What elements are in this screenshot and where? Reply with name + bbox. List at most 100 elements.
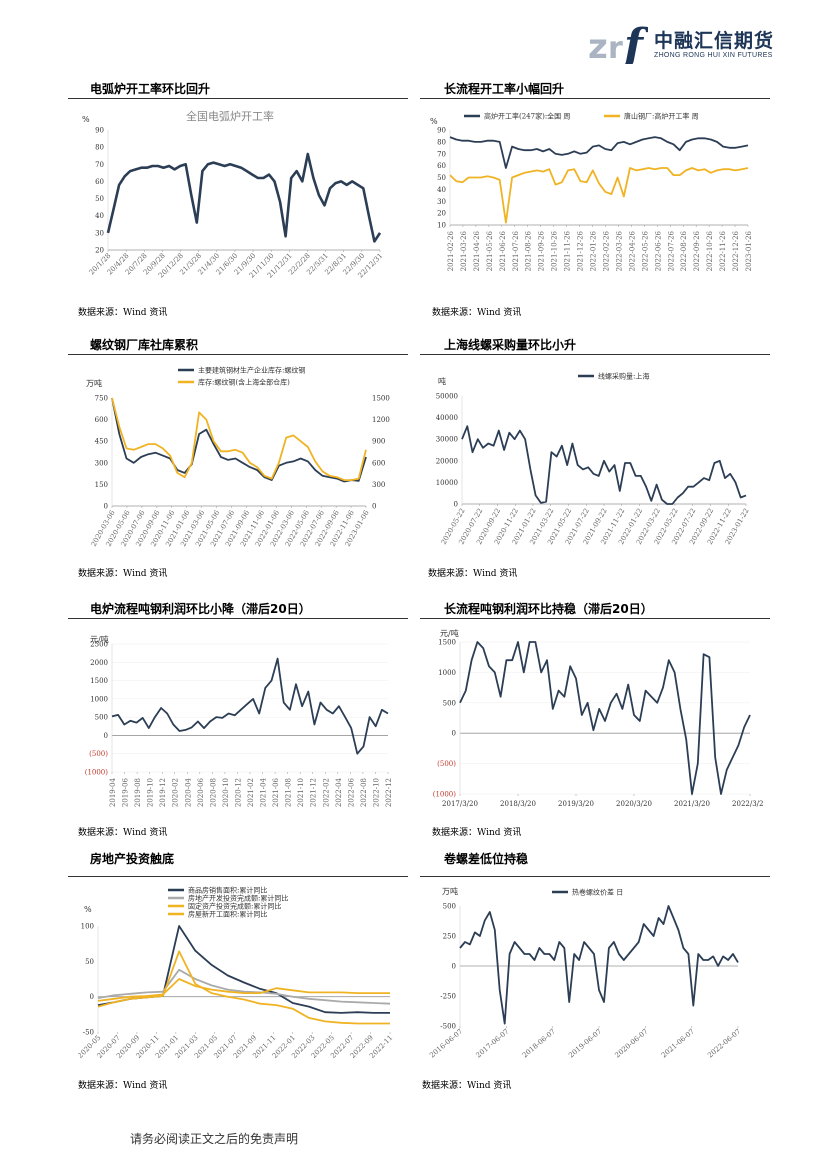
- legend-label: 唐山钢厂:高炉开工率 周: [624, 112, 699, 121]
- panel-3-source: 数据来源：Wind 资讯: [78, 569, 168, 579]
- y-tick-label: 750: [95, 395, 108, 403]
- series-line: [111, 657, 389, 755]
- x-tick-label: 2017-06-07: [475, 1027, 511, 1059]
- x-tick-label: 2021-06: [272, 777, 280, 807]
- y-tick-label: -500: [440, 1023, 456, 1031]
- x-tick-label: 2019-04: [109, 777, 117, 807]
- y-tick-label: 50: [95, 195, 104, 203]
- y-tick-label: 500: [443, 903, 456, 911]
- panel-3-title: 螺纹钢厂库社库累积: [90, 338, 199, 352]
- y-tick-label: 20: [437, 210, 446, 218]
- y-tick-label: 50: [85, 958, 94, 966]
- x-tick-label: 2021-08: [285, 778, 293, 807]
- x-tick-label: 2019/3/20: [558, 800, 594, 808]
- y-tick-label: 40000: [436, 414, 458, 422]
- x-tick-label: 2022-08: [360, 778, 368, 807]
- legend-label: 商品房销售面积:累计同比: [188, 886, 267, 895]
- y-tick-label: 1000: [438, 669, 456, 677]
- x-tick-label: 2020-10: [222, 778, 230, 807]
- series-line: [97, 968, 391, 1005]
- y-tick-label: 0: [454, 501, 458, 509]
- panel-1-rule: [68, 98, 408, 99]
- y-tick-label: (500): [437, 760, 456, 768]
- x-tick-label: 2020-02: [172, 778, 180, 807]
- chart-real-estate: % 100 50 0 -50 2020-05 2020-07 2020-09 2020-11 20…: [78, 880, 400, 1075]
- x-tick-label: 2023-01-26: [745, 230, 753, 271]
- x-tick-label: 2020-06-07: [614, 1027, 650, 1059]
- x-tick-label: 2020-12: [234, 778, 242, 807]
- chart-svg: %100500-502020-052020-072020-092020-1120…: [78, 886, 394, 1060]
- x-tick-label: 2021-10-26: [551, 230, 559, 271]
- x-tick-label: 2022-04: [335, 777, 343, 807]
- x-tick-label: 2018-06-07: [521, 1027, 557, 1059]
- y-tick-label: 30: [95, 229, 104, 237]
- x-tick-label: 2019-08: [134, 778, 142, 807]
- series-line: [111, 397, 367, 483]
- panel-7-rule: [68, 876, 408, 877]
- y-right-tick-label: 300: [372, 481, 385, 489]
- x-tick-label: 2022-07-26: [667, 230, 675, 271]
- svg-text:r: r: [608, 31, 623, 64]
- y-tick-label: 10000: [436, 479, 458, 487]
- x-tick-label: 2021/3/20: [674, 800, 710, 808]
- y-tick-label: 300: [95, 459, 108, 467]
- chart-unit: %: [82, 115, 90, 124]
- chart-svg: 万吨75060045030015001500120090060030002020…: [86, 366, 390, 548]
- x-tick-label: 2021-02: [247, 778, 255, 807]
- x-tick-label: 2021-10: [297, 778, 305, 807]
- x-tick-label: 2021-11-26: [564, 230, 572, 271]
- panel-4-rule: [420, 354, 770, 355]
- y-tick-label: 600: [95, 416, 108, 424]
- y-tick-label: 70: [437, 150, 446, 158]
- panel-6-title: 长流程吨钢利润环比持稳（滞后20日）: [444, 602, 653, 616]
- panel-5-rule: [68, 618, 408, 619]
- zrf-logo-icon: z r f: [588, 20, 648, 64]
- series-line: [449, 167, 749, 224]
- legend-label: 房地产开发投资完成额:累计同比: [188, 894, 288, 903]
- panel-5-title: 电炉流程吨钢利润环比小降（滞后20日）: [90, 602, 311, 616]
- chart-unit: 吨: [438, 376, 446, 386]
- svg-text:z: z: [588, 27, 608, 64]
- x-tick-label: 2020-06: [197, 777, 205, 807]
- panel-8-title: 卷螺差低位持稳: [444, 852, 529, 866]
- x-tick-label: 2022-02-26: [602, 230, 610, 271]
- chart-unit: 元/吨: [440, 628, 459, 638]
- x-tick-label: 2022-10: [372, 778, 380, 807]
- x-tick-label: 2022-12: [385, 778, 393, 807]
- x-tick-label: 2021-02-26: [447, 230, 455, 271]
- x-tick-label: 2021-06-07: [660, 1027, 696, 1059]
- y-tick-label: 10: [437, 222, 446, 230]
- series-line: [97, 950, 390, 1025]
- chart-eaf-profit: 元/吨 2500 2000 1500 1000 500 0 (500) (1000) 2019-0…: [78, 622, 400, 817]
- y-tick-label: 80: [95, 144, 104, 152]
- x-tick-label: 2022-04-26: [628, 230, 636, 271]
- y-tick-label: 0: [452, 730, 456, 738]
- chart-eaf-utilization: % 全国电弧炉开工率 90 80 70 60 50 40 30 20 20/1/28 20/4/28 2…: [80, 100, 400, 300]
- x-tick-label: 2021-09-26: [538, 230, 546, 271]
- y-tick-label: 50: [437, 174, 446, 182]
- y-tick-label: 1000: [90, 695, 108, 703]
- y-tick-label: 20000: [436, 457, 458, 465]
- x-tick-label: 2022-10-26: [706, 230, 714, 271]
- chart-inner-title: 全国电弧炉开工率: [186, 109, 274, 123]
- series-line: [106, 152, 382, 243]
- y-tick-label: 40: [437, 186, 446, 194]
- x-tick-label: 2021-04: [260, 777, 268, 807]
- panel-2-source: 数据来源：Wind 资讯: [432, 308, 522, 318]
- panel-6-source: 数据来源：Wind 资讯: [432, 828, 522, 838]
- panel-2-title: 长流程开工率小幅回升: [444, 82, 565, 96]
- y-tick-label: 250: [443, 933, 456, 941]
- x-tick-label: 2022-06: [347, 777, 355, 807]
- x-tick-label: 2022-06-26: [654, 230, 662, 271]
- disclaimer-footer: 请务必阅读正文之后的免责声明: [130, 1132, 299, 1146]
- y-tick-label: -250: [440, 993, 456, 1001]
- x-tick-label: 2022-03-26: [615, 230, 623, 271]
- y-right-tick-label: 600: [372, 459, 385, 467]
- y-tick-label: 30000: [436, 436, 458, 444]
- legend-label: 库存:螺纹钢(含上海全部仓库): [198, 378, 290, 387]
- series-line: [111, 397, 367, 481]
- x-tick-label: 2021-03-26: [460, 230, 468, 271]
- x-tick-label: 2016-06-07: [428, 1027, 464, 1059]
- y-tick-label: 90: [437, 127, 446, 135]
- x-tick-label: 2021-12: [310, 778, 318, 807]
